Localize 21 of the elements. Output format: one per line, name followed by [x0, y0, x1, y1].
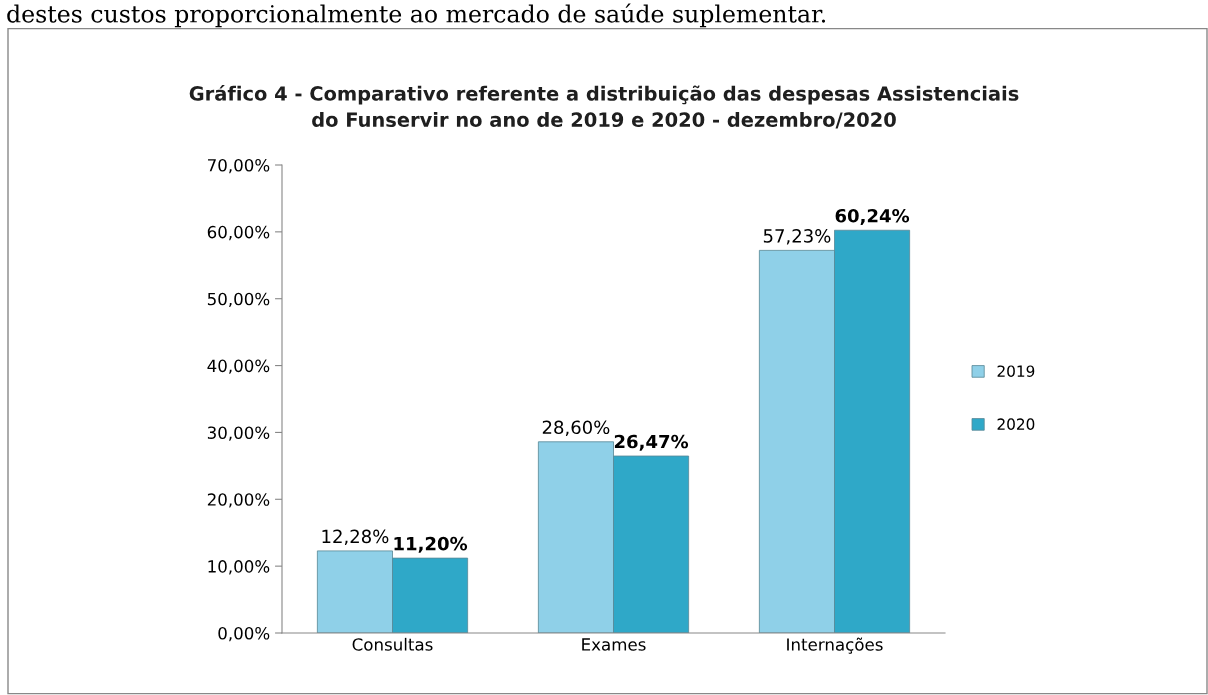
legend-label: 2020: [997, 418, 1035, 430]
y-tick-label: 40,00%: [207, 359, 270, 374]
y-tick-label: 30,00%: [207, 426, 270, 441]
data-label: 11,20%: [394, 536, 468, 553]
y-tick-label: 60,00%: [207, 225, 270, 241]
data-label: 60,24%: [835, 208, 910, 225]
data-label: 26,47%: [614, 434, 689, 451]
y-tick-label: 50,00%: [207, 292, 270, 307]
x-tick-label: Consultas: [352, 637, 433, 651]
x-tick-label: Exames: [582, 638, 646, 651]
legend-label: 2019: [997, 365, 1035, 377]
text: destes custos proporcionalmente ao mercado de saúde suplementar.: [7, 3, 826, 28]
y-tick-label: 20,00%: [207, 493, 270, 508]
data-label: 57,23%: [763, 229, 831, 245]
y-tick-label: 0,00%: [218, 626, 270, 642]
chart-title: Gráfico 4 - Comparativo referente a distribuição das despesas Assistenciais do Funservir no ano de 2019 e 2020 - dezembro/2020: [189, 85, 1019, 129]
data-label: 12,28%: [322, 529, 389, 546]
data-label: 28,60%: [542, 420, 610, 436]
y-tick-label: 10,00%: [208, 560, 270, 575]
x-tick-label: Internações: [787, 637, 883, 654]
y-tick-label: 70,00%: [208, 158, 270, 174]
